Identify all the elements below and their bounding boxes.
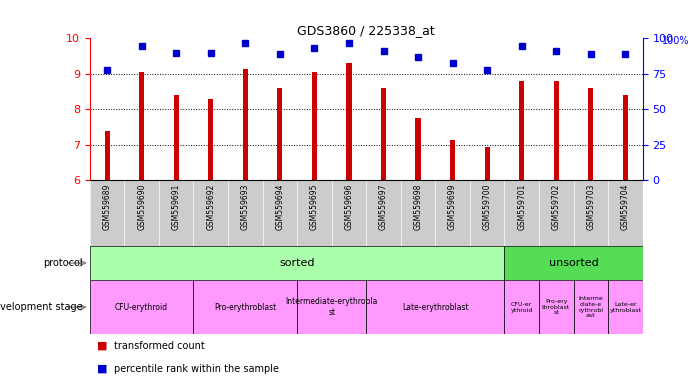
Text: GSM559704: GSM559704 bbox=[621, 184, 630, 230]
Text: GSM559689: GSM559689 bbox=[102, 184, 112, 230]
Text: GSM559696: GSM559696 bbox=[344, 184, 354, 230]
Bar bbox=[450, 140, 455, 180]
Bar bbox=[623, 95, 628, 180]
Text: GSM559692: GSM559692 bbox=[206, 184, 216, 230]
Bar bbox=[553, 81, 559, 180]
Bar bbox=[104, 131, 110, 180]
Text: GSM559703: GSM559703 bbox=[586, 184, 596, 230]
Text: GSM559691: GSM559691 bbox=[171, 184, 181, 230]
Bar bbox=[504, 246, 643, 280]
Text: sorted: sorted bbox=[279, 258, 315, 268]
Text: ■: ■ bbox=[97, 341, 107, 351]
Text: GSM559698: GSM559698 bbox=[413, 184, 423, 230]
Text: Interme
diate-e
rythrobl
ast: Interme diate-e rythrobl ast bbox=[578, 296, 603, 318]
Bar bbox=[346, 63, 352, 180]
Text: GSM559695: GSM559695 bbox=[310, 184, 319, 230]
Bar bbox=[208, 99, 214, 180]
Bar bbox=[504, 280, 539, 334]
Bar bbox=[193, 280, 297, 334]
Text: development stage: development stage bbox=[0, 302, 83, 312]
Bar bbox=[608, 280, 643, 334]
Bar bbox=[90, 246, 504, 280]
Bar bbox=[243, 69, 248, 180]
Bar bbox=[574, 280, 608, 334]
Text: GSM559697: GSM559697 bbox=[379, 184, 388, 230]
Text: ■: ■ bbox=[97, 364, 107, 374]
Bar bbox=[277, 88, 283, 180]
Bar bbox=[312, 72, 317, 180]
Y-axis label: 100%: 100% bbox=[662, 36, 690, 46]
Text: Late-erythroblast: Late-erythroblast bbox=[402, 303, 468, 312]
Text: CFU-er
ythroid: CFU-er ythroid bbox=[511, 302, 533, 313]
Text: GSM559699: GSM559699 bbox=[448, 184, 457, 230]
Text: GSM559694: GSM559694 bbox=[275, 184, 285, 230]
Bar bbox=[588, 88, 594, 180]
Bar bbox=[366, 280, 504, 334]
Bar bbox=[381, 88, 386, 180]
Text: Intermediate-erythrobla
st: Intermediate-erythrobla st bbox=[285, 298, 378, 317]
Text: GSM559701: GSM559701 bbox=[517, 184, 527, 230]
Text: Pro-erythroblast: Pro-erythroblast bbox=[214, 303, 276, 312]
Text: GSM559702: GSM559702 bbox=[551, 184, 561, 230]
Bar bbox=[415, 118, 421, 180]
Text: GSM559693: GSM559693 bbox=[240, 184, 250, 230]
Bar bbox=[173, 95, 179, 180]
Text: GSM559690: GSM559690 bbox=[137, 184, 146, 230]
Bar bbox=[139, 72, 144, 180]
Bar bbox=[539, 280, 574, 334]
Text: GSM559700: GSM559700 bbox=[482, 184, 492, 230]
Bar bbox=[484, 147, 490, 180]
Bar bbox=[90, 280, 193, 334]
Text: CFU-erythroid: CFU-erythroid bbox=[115, 303, 168, 312]
Text: Pro-ery
throblast
st: Pro-ery throblast st bbox=[542, 299, 570, 316]
Text: protocol: protocol bbox=[44, 258, 83, 268]
Text: unsorted: unsorted bbox=[549, 258, 598, 268]
Text: Late-er
ythroblast: Late-er ythroblast bbox=[609, 302, 641, 313]
Text: transformed count: transformed count bbox=[114, 341, 205, 351]
Text: percentile rank within the sample: percentile rank within the sample bbox=[114, 364, 279, 374]
Bar bbox=[519, 81, 524, 180]
Bar bbox=[297, 280, 366, 334]
Title: GDS3860 / 225338_at: GDS3860 / 225338_at bbox=[297, 24, 435, 37]
